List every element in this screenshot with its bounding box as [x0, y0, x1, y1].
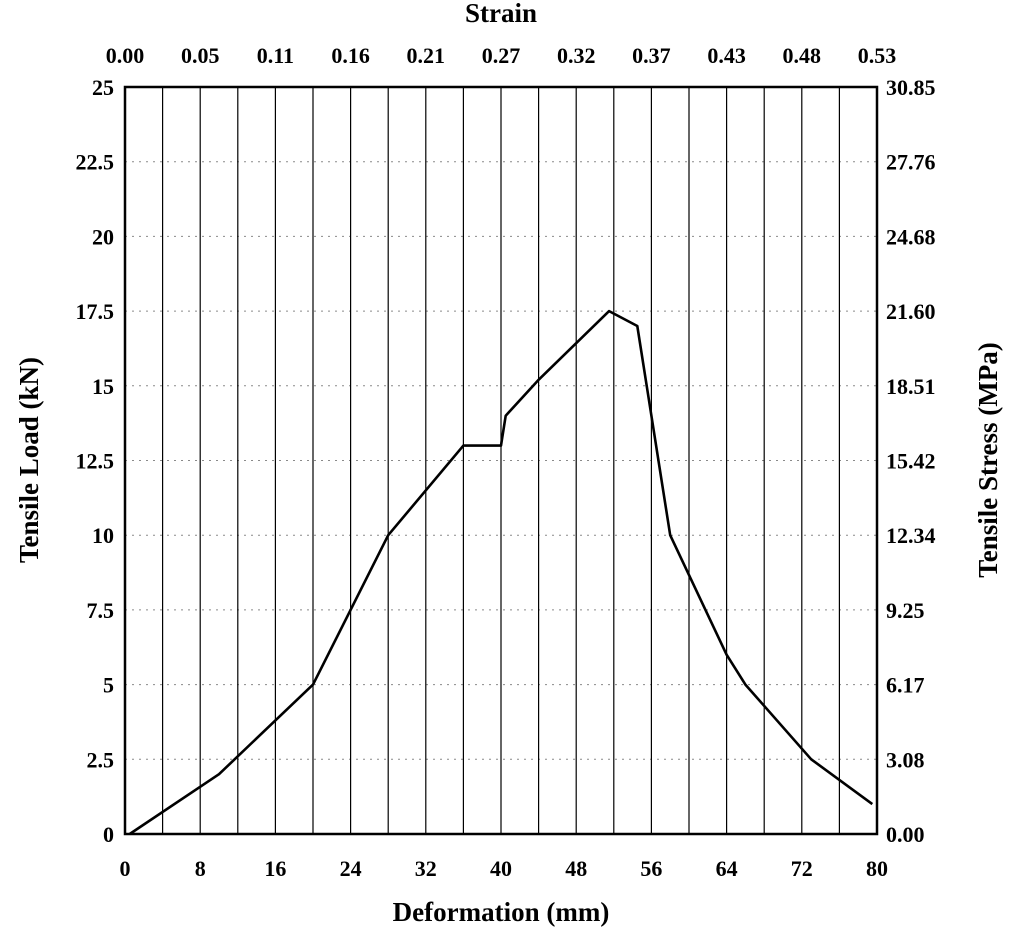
y-tick-label: 7.5: [87, 598, 115, 623]
x2-tick-label: 0.53: [858, 43, 897, 68]
x2-tick-label: 0.32: [557, 43, 596, 68]
x-tick-label: 56: [640, 856, 662, 881]
plot-frame: [123, 85, 879, 836]
y2-tick-label: 6.17: [886, 673, 925, 698]
y2-tick-label: 24.68: [886, 224, 936, 249]
y2-tick-label: 30.85: [886, 75, 936, 100]
tick-labels: 0 8 16 24 32 40 48 56 64 72 80 0.00 0.05 0.11 0.16 0.21…: [76, 43, 936, 881]
x-tick-label: 8: [195, 856, 206, 881]
y2-tick-label: 0.00: [886, 822, 925, 847]
y-tick-label: 17.5: [76, 299, 115, 324]
y-tick-label: 2.5: [87, 747, 115, 772]
y2-tick-label: 12.34: [886, 523, 936, 548]
x-tick-label: 48: [565, 856, 587, 881]
y2-tick-label: 3.08: [886, 747, 925, 772]
y-tick-label: 15: [92, 374, 114, 399]
y2-tick-label: 27.76: [886, 150, 936, 175]
x-tick-label: 16: [264, 856, 286, 881]
y2-tick-label: 15.42: [886, 449, 936, 474]
x2-axis-title: Strain: [465, 0, 537, 28]
x2-tick-label: 0.00: [106, 43, 145, 68]
grid: [125, 87, 877, 834]
x-tick-label: 40: [490, 856, 512, 881]
x2-tick-label: 0.48: [783, 43, 822, 68]
y-axis-title: Tensile Load (kN): [14, 357, 44, 563]
x2-tick-label: 0.11: [257, 43, 294, 68]
x-axis-title: Deformation (mm): [393, 897, 610, 927]
series-line: [128, 309, 874, 836]
x-tick-label: 0: [120, 856, 131, 881]
x2-tick-label: 0.16: [331, 43, 370, 68]
y-tick-label: 22.5: [76, 150, 115, 175]
y2-tick-label: 18.51: [886, 374, 936, 399]
x2-tick-label: 0.05: [181, 43, 220, 68]
x-tick-label: 72: [791, 856, 813, 881]
y-tick-label: 12.5: [76, 449, 115, 474]
x2-tick-label: 0.21: [407, 43, 446, 68]
x-tick-label: 32: [415, 856, 437, 881]
y-tick-label: 10: [92, 523, 114, 548]
data-series: [128, 309, 874, 836]
x-tick-label: 64: [716, 856, 738, 881]
y2-axis-title: Tensile Stress (MPa): [973, 342, 1003, 578]
y-tick-label: 0: [103, 822, 114, 847]
y-tick-label: 25: [92, 75, 114, 100]
x2-tick-label: 0.27: [482, 43, 521, 68]
x2-tick-label: 0.37: [632, 43, 671, 68]
y2-tick-label: 21.60: [886, 299, 936, 324]
y2-tick-label: 9.25: [886, 598, 925, 623]
y-tick-label: 5: [103, 673, 114, 698]
y-tick-label: 20: [92, 224, 114, 249]
x-tick-label: 24: [340, 856, 362, 881]
x2-tick-label: 0.43: [707, 43, 746, 68]
x-tick-label: 80: [866, 856, 888, 881]
